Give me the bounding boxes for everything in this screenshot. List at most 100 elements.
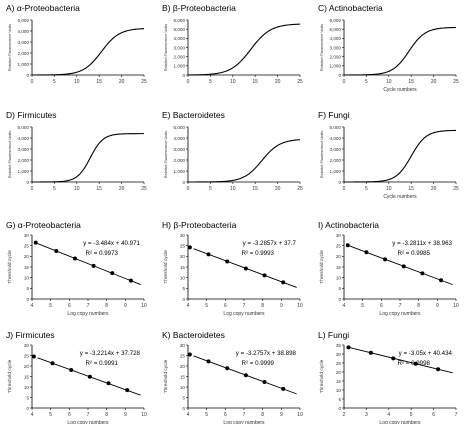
x-tick-label: 4 <box>31 412 34 418</box>
x-tick-label: 5 <box>365 186 368 192</box>
r-squared: R² = 0.9993 <box>241 250 274 257</box>
data-point <box>50 361 55 366</box>
y-tick-label: 2,000 <box>330 158 342 163</box>
y-tick-label: 0 <box>26 406 29 411</box>
y-tick-label: 10 <box>336 388 342 393</box>
y-tick-label: 0 <box>338 406 341 411</box>
y-tick-label: 5,000 <box>18 125 30 130</box>
panel-title: E) Bacteroidetes <box>162 110 225 120</box>
r-squared: R² = 0.9998 <box>397 360 430 367</box>
regression-line <box>349 347 453 374</box>
chart-panel-11: K) Bacteroidetes 0 5 10 15 20 25 30 4 5 6 7 8 9 10 Thre… <box>162 330 303 424</box>
x-tick-label: 20 <box>431 79 437 85</box>
x-tick-label: 2 <box>343 412 346 418</box>
panel-title: G) α-Proteobacteria <box>6 220 81 230</box>
x-tick-label: 4 <box>187 303 190 309</box>
y-tick-label: 30 <box>24 233 30 238</box>
x-tick-label: 8 <box>261 412 264 418</box>
y-tick-label: 4,000 <box>18 136 30 141</box>
fit-equation: y = -3.2757x + 38.898 <box>236 350 297 357</box>
y-tick-label: 35 <box>336 343 342 348</box>
x-tick-label: 25 <box>141 79 147 85</box>
x-tick-label: 0 <box>343 186 346 192</box>
y-tick-label: 20 <box>336 370 342 375</box>
y-tick-label: 3,000 <box>18 40 30 45</box>
fit-equation: y = -3.484x + 40.971 <box>83 240 140 247</box>
y-tick-label: 5,000 <box>330 125 342 130</box>
fit-equation: y = -3.2857x + 37.7 <box>243 240 297 247</box>
x-tick-label: 10 <box>230 79 236 85</box>
y-tick-label: 4,000 <box>174 36 186 41</box>
x-tick-label: 7 <box>87 303 90 309</box>
y-tick-label: 0 <box>26 73 29 78</box>
y-tick-label: 5,000 <box>330 27 342 32</box>
x-tick-label: 10 <box>74 79 80 85</box>
x-tick-label: 5 <box>410 412 413 418</box>
y-tick-label: 2,000 <box>174 54 186 59</box>
x-axis-label: Log copy numbers <box>379 420 421 424</box>
y-tick-label: 30 <box>336 352 342 357</box>
data-point <box>206 359 211 364</box>
x-tick-label: 9 <box>280 412 283 418</box>
chart-panel-10: J) Firmicutes 0 5 10 15 20 25 30 4 5 6 7 8 9 10 Thresho… <box>6 330 147 424</box>
y-tick-label: 4,000 <box>18 29 30 34</box>
x-tick-label: 9 <box>124 412 127 418</box>
x-tick-label: 5 <box>205 412 208 418</box>
x-axis-label: Log copy numbers <box>223 311 265 317</box>
y-tick-label: 25 <box>336 361 342 366</box>
y-tick-label: 0 <box>182 297 185 302</box>
y-tick-label: 15 <box>180 374 186 379</box>
y-tick-label: 15 <box>24 265 30 270</box>
x-tick-label: 4 <box>187 412 190 418</box>
y-axis-label: Threshold cycle <box>7 250 13 284</box>
y-tick-label: 30 <box>336 233 342 238</box>
y-tick-label: 15 <box>24 374 30 379</box>
panel-title: A) α-Proteobacteria <box>6 3 80 13</box>
y-tick-label: 5,000 <box>174 27 186 32</box>
y-tick-label: 0 <box>182 73 185 78</box>
x-tick-label: 8 <box>105 303 108 309</box>
x-tick-label: 6 <box>224 303 227 309</box>
y-tick-label: 5,000 <box>174 125 186 130</box>
data-point <box>33 240 38 245</box>
x-tick-label: 10 <box>297 412 303 418</box>
y-tick-label: 5 <box>26 286 29 291</box>
y-tick-label: 0 <box>338 73 341 78</box>
x-tick-label: 0 <box>187 186 190 192</box>
y-tick-label: 30 <box>24 343 30 348</box>
x-tick-label: 10 <box>297 303 303 309</box>
y-tick-label: 2,000 <box>18 158 30 163</box>
x-tick-label: 10 <box>141 412 147 418</box>
x-tick-label: 0 <box>187 79 190 85</box>
data-point <box>225 259 230 264</box>
y-tick-label: 2,000 <box>330 54 342 59</box>
x-tick-label: 4 <box>31 303 34 309</box>
panel-title: I) Actinobacteria <box>318 220 379 230</box>
data-point <box>69 367 74 372</box>
y-tick-label: 1,000 <box>174 64 186 69</box>
y-tick-label: 3,000 <box>174 147 186 152</box>
x-tick-label: 5 <box>53 79 56 85</box>
x-tick-label: 9 <box>436 303 439 309</box>
y-tick-label: 0 <box>338 180 341 185</box>
y-tick-label: 25 <box>24 353 30 358</box>
y-tick-label: 10 <box>180 275 186 280</box>
y-tick-label: 5 <box>182 395 185 400</box>
chart-panel-1: A) α-Proteobacteria 0 1,000 2,000 3,000 4,000… <box>6 3 147 85</box>
amplification-curve <box>344 26 457 76</box>
y-tick-label: 20 <box>180 254 186 259</box>
amplification-curve <box>188 139 301 183</box>
panel-title: K) Bacteroidetes <box>162 330 225 340</box>
x-axis-label: Log copy numbers <box>379 311 421 317</box>
chart-panel-5: E) Bacteroidetes 0 1,000 2,000 3,000 4,000 5,0… <box>162 110 303 192</box>
x-tick-label: 20 <box>119 79 125 85</box>
panel-title: B) β-Proteobacteria <box>162 3 236 13</box>
x-tick-label: 4 <box>343 303 346 309</box>
x-tick-label: 15 <box>408 186 414 192</box>
data-point <box>281 280 286 285</box>
y-tick-label: 0 <box>182 180 185 185</box>
data-point <box>128 278 133 283</box>
data-point <box>345 243 350 248</box>
y-tick-label: 5 <box>26 395 29 400</box>
